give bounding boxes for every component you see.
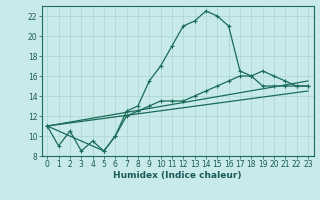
X-axis label: Humidex (Indice chaleur): Humidex (Indice chaleur) (113, 171, 242, 180)
